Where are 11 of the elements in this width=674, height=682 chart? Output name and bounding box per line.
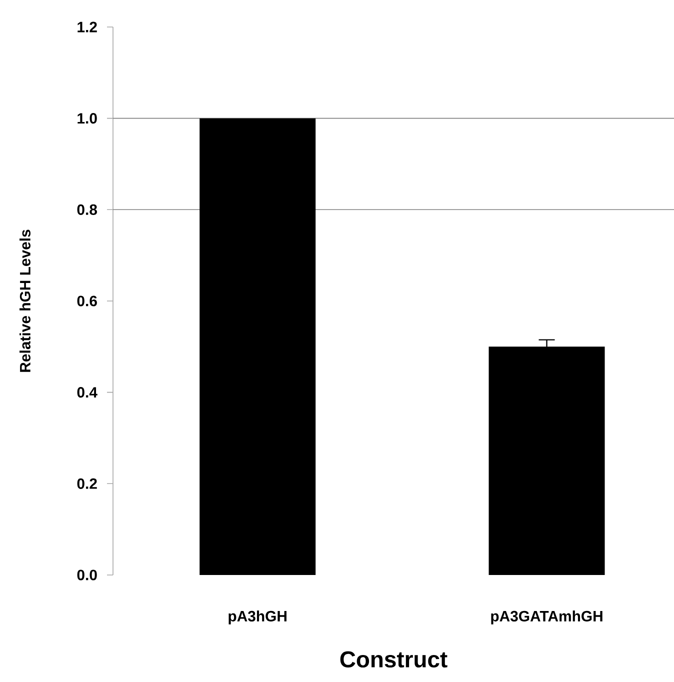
- y-tick-label: 0.8: [77, 204, 98, 215]
- x-axis-title: Construct: [340, 651, 448, 668]
- y-tick-label: 0.4: [77, 387, 98, 398]
- x-tick-label: pA3hGH: [228, 610, 286, 624]
- y-tick-label: 1.0: [78, 113, 97, 124]
- x-tick-label: pA3GATAmhGH: [491, 610, 602, 624]
- y-tick-label: 0.0: [77, 570, 97, 580]
- y-axis-title: Relative hGH Levels: [20, 230, 30, 372]
- y-tick-label: 1.2: [78, 22, 97, 32]
- y-tick-label: 0.6: [77, 296, 97, 306]
- y-tick-label: 0.2: [77, 478, 97, 489]
